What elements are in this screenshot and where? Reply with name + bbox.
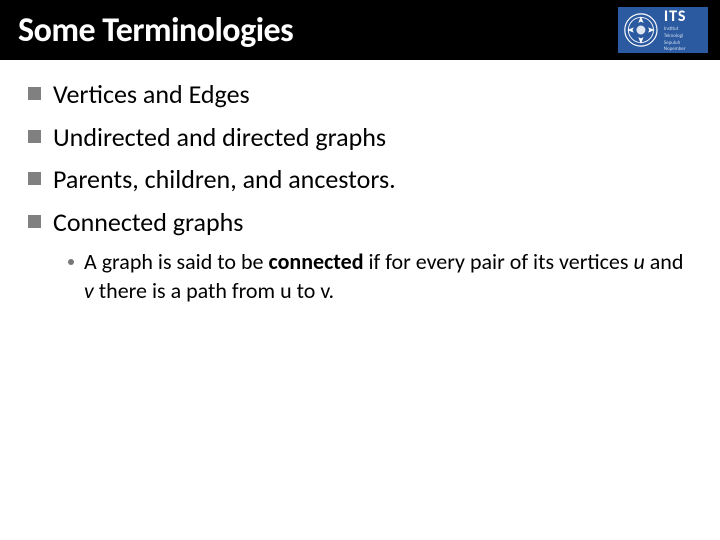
its-logo-line3: Sepuluh Nopember xyxy=(664,40,703,52)
bullet-text: Connected graphs xyxy=(53,206,243,239)
square-bullet-icon xyxy=(28,87,41,100)
list-item: Vertices and Edges xyxy=(28,78,692,111)
bullet-list: Vertices and Edges Undirected and direct… xyxy=(28,78,692,238)
list-item: A graph is said to be connected if for e… xyxy=(68,248,692,305)
its-logo-line1: Institut xyxy=(664,26,703,32)
sub-text-post: there is a path from u to v. xyxy=(94,277,334,304)
slide-title: Some Terminologies xyxy=(18,10,293,51)
its-logo-line2: Teknologi xyxy=(664,33,703,39)
sub-text-and: and xyxy=(645,248,684,275)
its-logo-text: ITS Institut Teknologi Sepuluh Nopember xyxy=(664,9,703,52)
slide: Some Terminologies ITS Institut xyxy=(0,0,720,540)
its-logo: ITS Institut Teknologi Sepuluh Nopember xyxy=(618,7,708,53)
bullet-text: Parents, children, and ancestors. xyxy=(53,163,396,196)
sub-bullet-list: A graph is said to be connected if for e… xyxy=(68,248,692,305)
sub-text-u: u xyxy=(633,248,644,275)
bullet-text: Undirected and directed graphs xyxy=(53,121,386,154)
bullet-text: Vertices and Edges xyxy=(53,78,250,111)
sub-text-pre: A graph is said to be xyxy=(84,248,268,275)
its-seal-icon xyxy=(623,12,659,48)
list-item: Undirected and directed graphs xyxy=(28,121,692,154)
square-bullet-icon xyxy=(28,215,41,228)
square-bullet-icon xyxy=(28,130,41,143)
sub-text-v: v xyxy=(84,277,94,304)
sub-text-mid: if for every pair of its vertices xyxy=(364,248,634,275)
slide-body: Vertices and Edges Undirected and direct… xyxy=(0,60,720,305)
square-bullet-icon xyxy=(28,172,41,185)
sub-bullet-text: A graph is said to be connected if for e… xyxy=(84,248,692,305)
list-item: Connected graphs xyxy=(28,206,692,239)
sub-text-bold: connected xyxy=(268,248,363,275)
its-logo-acronym: ITS xyxy=(664,9,703,25)
dot-bullet-icon xyxy=(68,259,74,265)
list-item: Parents, children, and ancestors. xyxy=(28,163,692,196)
header-bar: Some Terminologies ITS Institut xyxy=(0,0,720,60)
